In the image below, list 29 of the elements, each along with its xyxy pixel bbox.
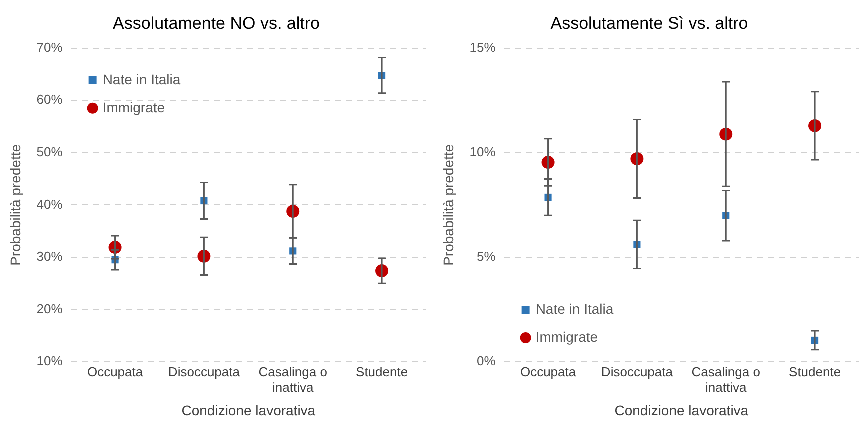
y-tick-label: 30%: [36, 249, 64, 264]
x-tick-label: Disoccupata: [168, 364, 241, 380]
x-axis-title: Condizione lavorativa: [614, 402, 749, 418]
legend-label: Nate in Italia: [102, 71, 181, 88]
y-tick-label: 10%: [470, 144, 496, 160]
y-tick-label: 60%: [36, 92, 64, 108]
y-tick-label: 70%: [36, 40, 64, 55]
chart-title: Assolutamente Sì vs. altro: [550, 14, 748, 33]
x-tick-label: Casalinga o inattiva: [692, 364, 760, 395]
y-tick-label: 0%: [477, 354, 496, 369]
legend-label: Immigrate: [536, 328, 598, 345]
x-tick-label: Studente: [356, 364, 408, 380]
y-axis-title: Probabilità predette: [7, 144, 24, 266]
y-tick-label: 40%: [36, 196, 64, 212]
x-tick-label: Occupata: [520, 364, 577, 380]
y-tick-label: 50%: [36, 144, 64, 160]
y-tick-label: 5%: [477, 249, 496, 264]
x-tick-label: Studente: [789, 364, 842, 380]
legend-label: Immigrate: [102, 99, 166, 116]
x-axis-title: Condizione lavorativa: [182, 402, 316, 418]
x-tick-label: Casalinga o inattiva: [258, 364, 328, 395]
y-axis-title: Probabilità predette: [440, 144, 456, 266]
chart-title: Assolutamente NO vs. altro: [113, 14, 320, 33]
y-tick-label: 10%: [36, 354, 64, 369]
x-tick-label: Disoccupata: [601, 364, 674, 380]
x-tick-label: Occupata: [87, 364, 144, 380]
y-tick-label: 15%: [470, 40, 496, 55]
y-tick-label: 20%: [36, 301, 64, 316]
legend-label: Nate in Italia: [536, 300, 614, 317]
